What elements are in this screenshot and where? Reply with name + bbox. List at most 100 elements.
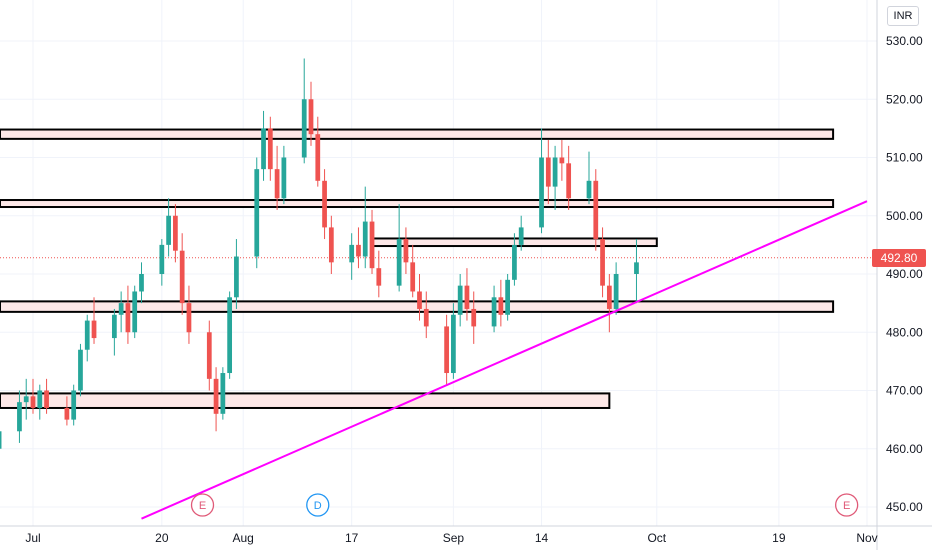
zone-rect[interactable] xyxy=(0,392,611,409)
candle-body xyxy=(518,227,524,245)
candle-body xyxy=(417,291,422,309)
candle-body xyxy=(37,390,43,408)
price-tick-label: 490.00 xyxy=(886,267,923,281)
candle-body xyxy=(118,303,124,315)
candle-body xyxy=(613,274,619,309)
price-tick-label: 470.00 xyxy=(886,384,923,398)
price-axis[interactable]: 450.00 460.00 470.00 480.00 490.00 500.00 510.… xyxy=(886,34,923,514)
candle-body xyxy=(206,332,212,379)
candle-body xyxy=(600,239,605,286)
candle-body xyxy=(179,250,185,304)
candle-body xyxy=(220,373,226,414)
candle-body xyxy=(491,297,497,327)
candle-body xyxy=(539,157,544,228)
candle-body xyxy=(139,274,144,292)
candle-body xyxy=(281,157,287,199)
time-tick-label: Jul xyxy=(25,531,40,545)
candle-body xyxy=(457,285,463,315)
price-tick-label: 450.00 xyxy=(886,500,923,514)
dividend-event-marker[interactable] xyxy=(306,493,330,517)
time-tick-label: Oct xyxy=(647,531,666,545)
earnings-event-marker[interactable] xyxy=(835,493,859,517)
candle-body xyxy=(396,239,402,286)
candle-body xyxy=(132,291,138,333)
candle-body xyxy=(261,128,266,170)
time-tick-label: 17 xyxy=(345,531,359,545)
price-tick-label: 530.00 xyxy=(886,34,923,48)
zone-rect[interactable] xyxy=(0,300,835,313)
candle-body xyxy=(30,396,36,408)
candle-body xyxy=(159,244,165,274)
price-tick-label: 520.00 xyxy=(886,92,923,106)
candle-body xyxy=(464,285,470,309)
candle-body xyxy=(356,244,361,257)
candle-body xyxy=(403,239,409,263)
candle-body xyxy=(274,169,280,199)
candle-body xyxy=(512,244,517,280)
candles xyxy=(0,58,639,449)
candle-body xyxy=(376,268,382,286)
candle-body xyxy=(586,180,592,199)
candle-body xyxy=(545,157,551,187)
candle-body xyxy=(559,157,565,164)
candle-body xyxy=(328,227,334,263)
time-axis[interactable]: Jul 20 Aug 17 Sep 14 Oct 19 Nov xyxy=(25,531,877,545)
candle-body xyxy=(505,279,511,315)
candle-body xyxy=(322,180,327,228)
event-label: E xyxy=(843,500,850,512)
candle-body xyxy=(227,297,233,374)
candle-body xyxy=(84,320,90,350)
candle-body xyxy=(349,244,355,263)
time-tick-label: Nov xyxy=(856,531,877,545)
zone-rect[interactable] xyxy=(0,128,835,140)
candle-body xyxy=(267,128,273,170)
candle-body xyxy=(78,349,83,391)
time-tick-label: 19 xyxy=(772,531,786,545)
event-label: E xyxy=(199,500,206,512)
support-resistance-zones xyxy=(0,128,835,409)
candle-body xyxy=(423,308,429,327)
candle-body xyxy=(111,314,117,339)
candle-body xyxy=(234,256,239,298)
last-price-label: 492.80 xyxy=(872,249,926,267)
candle-body xyxy=(498,297,504,315)
time-tick-label: Aug xyxy=(233,531,254,545)
price-tick-label: 500.00 xyxy=(886,209,923,223)
candle-body xyxy=(471,308,477,327)
candle-body xyxy=(213,378,219,414)
candle-body xyxy=(17,402,22,432)
zone-rect[interactable] xyxy=(0,199,835,209)
candle-body xyxy=(0,431,2,449)
price-tick-label: 480.00 xyxy=(886,325,923,339)
candle-body xyxy=(301,99,307,158)
candle-body xyxy=(444,326,449,374)
time-tick-label: Sep xyxy=(443,531,465,545)
candle-body xyxy=(23,396,29,403)
candle-body xyxy=(71,390,77,420)
candle-body xyxy=(166,215,171,245)
candle-body xyxy=(254,169,260,257)
candle-body xyxy=(634,262,639,274)
earnings-event-marker[interactable] xyxy=(190,493,215,517)
candle-body xyxy=(593,180,599,240)
currency-badge[interactable]: INR xyxy=(887,6,919,26)
candle-body xyxy=(451,314,456,374)
candle-body xyxy=(369,221,375,269)
time-tick-label: 20 xyxy=(155,531,169,545)
candle-body xyxy=(315,134,321,181)
trendline[interactable] xyxy=(141,200,868,520)
event-label: D xyxy=(314,500,322,512)
candle-body xyxy=(410,262,416,292)
price-tick-label: 510.00 xyxy=(886,151,923,165)
candle-body xyxy=(125,303,131,333)
candle-body xyxy=(606,285,612,309)
candle-body xyxy=(362,221,368,257)
candle-body xyxy=(91,320,97,339)
candle-body xyxy=(44,390,49,408)
candle-body xyxy=(552,157,558,187)
candle-body xyxy=(308,99,314,135)
candle-body xyxy=(173,215,178,251)
candle-body xyxy=(64,407,70,420)
